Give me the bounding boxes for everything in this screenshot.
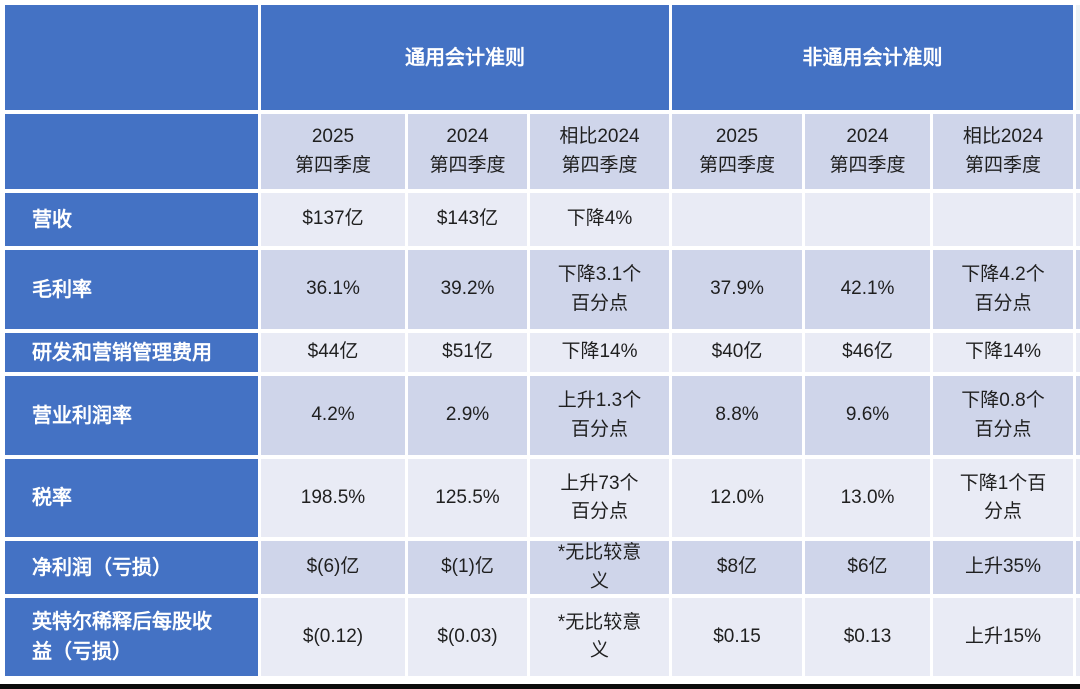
table-cell: $(1)亿 bbox=[408, 541, 527, 594]
table-cell: $0.15 bbox=[672, 598, 802, 676]
table-cell: 下降14% bbox=[530, 333, 669, 372]
column-header-gaap-2025: 2025 第四季度 bbox=[261, 114, 405, 189]
header-label-cell bbox=[5, 114, 258, 189]
table-cell: $(0.03) bbox=[408, 598, 527, 676]
table-cell: $143亿 bbox=[408, 193, 527, 246]
table-cell: *无比较意 义 bbox=[530, 598, 669, 676]
table-cell: 198.5% bbox=[261, 459, 405, 537]
table-cell bbox=[672, 193, 802, 246]
table-edge-sliver bbox=[1076, 114, 1080, 189]
table-cell: 36.1% bbox=[261, 250, 405, 329]
table-cell: 42.1% bbox=[805, 250, 930, 329]
row-label-net-income: 净利润（亏损） bbox=[5, 541, 258, 594]
table-cell: 下降14% bbox=[933, 333, 1073, 372]
group-header-gaap: 通用会计准则 bbox=[261, 5, 669, 110]
table-cell: 2.9% bbox=[408, 376, 527, 455]
table-cell: 上升73个 百分点 bbox=[530, 459, 669, 537]
table-cell: 上升35% bbox=[933, 541, 1073, 594]
corner-cell bbox=[5, 5, 258, 110]
table-cell: 下降0.8个 百分点 bbox=[933, 376, 1073, 455]
group-header-non-gaap: 非通用会计准则 bbox=[672, 5, 1073, 110]
table-cell: $137亿 bbox=[261, 193, 405, 246]
table-cell: 4.2% bbox=[261, 376, 405, 455]
table-cell: $8亿 bbox=[672, 541, 802, 594]
table-cell: 8.8% bbox=[672, 376, 802, 455]
column-header-gaap-change: 相比2024 第四季度 bbox=[530, 114, 669, 189]
row-label-diluted-eps: 英特尔稀释后每股收 益（亏损） bbox=[5, 598, 258, 676]
table-cell: 上升1.3个 百分点 bbox=[530, 376, 669, 455]
table-edge-sliver bbox=[1076, 250, 1080, 329]
table-edge-sliver bbox=[1076, 541, 1080, 594]
table-cell: 下降4.2个 百分点 bbox=[933, 250, 1073, 329]
table-cell bbox=[805, 193, 930, 246]
table-cell: $40亿 bbox=[672, 333, 802, 372]
table-cell: *无比较意 义 bbox=[530, 541, 669, 594]
column-header-nongaap-2024: 2024 第四季度 bbox=[805, 114, 930, 189]
table-cell: 9.6% bbox=[805, 376, 930, 455]
table-edge-sliver bbox=[1076, 459, 1080, 537]
table-cell: 下降4% bbox=[530, 193, 669, 246]
table-edge-sliver bbox=[1076, 376, 1080, 455]
table-cell: $(0.12) bbox=[261, 598, 405, 676]
table-cell: 下降3.1个 百分点 bbox=[530, 250, 669, 329]
column-header-nongaap-change: 相比2024 第四季度 bbox=[933, 114, 1073, 189]
table-cell: 12.0% bbox=[672, 459, 802, 537]
table-edge-sliver bbox=[1076, 598, 1080, 676]
row-label-gross-margin: 毛利率 bbox=[5, 250, 258, 329]
row-label-operating-margin: 营业利润率 bbox=[5, 376, 258, 455]
table-cell: $6亿 bbox=[805, 541, 930, 594]
table-cell: 13.0% bbox=[805, 459, 930, 537]
table-cell bbox=[933, 193, 1073, 246]
table-cell: $46亿 bbox=[805, 333, 930, 372]
table-bottom-border bbox=[0, 684, 1080, 689]
table-cell: 39.2% bbox=[408, 250, 527, 329]
table-cell: $0.13 bbox=[805, 598, 930, 676]
table-edge-sliver bbox=[1076, 333, 1080, 372]
table-grid: 通用会计准则 非通用会计准则 2025 第四季度 2024 第四季度 相比202… bbox=[5, 5, 1080, 676]
table-cell: 37.9% bbox=[672, 250, 802, 329]
column-header-nongaap-2025: 2025 第四季度 bbox=[672, 114, 802, 189]
table-cell: 上升15% bbox=[933, 598, 1073, 676]
table-cell: 125.5% bbox=[408, 459, 527, 537]
table-cell: $(6)亿 bbox=[261, 541, 405, 594]
column-header-gaap-2024: 2024 第四季度 bbox=[408, 114, 527, 189]
table-cell: $51亿 bbox=[408, 333, 527, 372]
row-label-revenue: 营收 bbox=[5, 193, 258, 246]
row-label-rd-mgna: 研发和营销管理费用 bbox=[5, 333, 258, 372]
table-cell: 下降1个百 分点 bbox=[933, 459, 1073, 537]
table-cell: $44亿 bbox=[261, 333, 405, 372]
row-label-tax-rate: 税率 bbox=[5, 459, 258, 537]
table-edge-sliver bbox=[1076, 193, 1080, 246]
table-edge-sliver bbox=[1076, 5, 1080, 110]
